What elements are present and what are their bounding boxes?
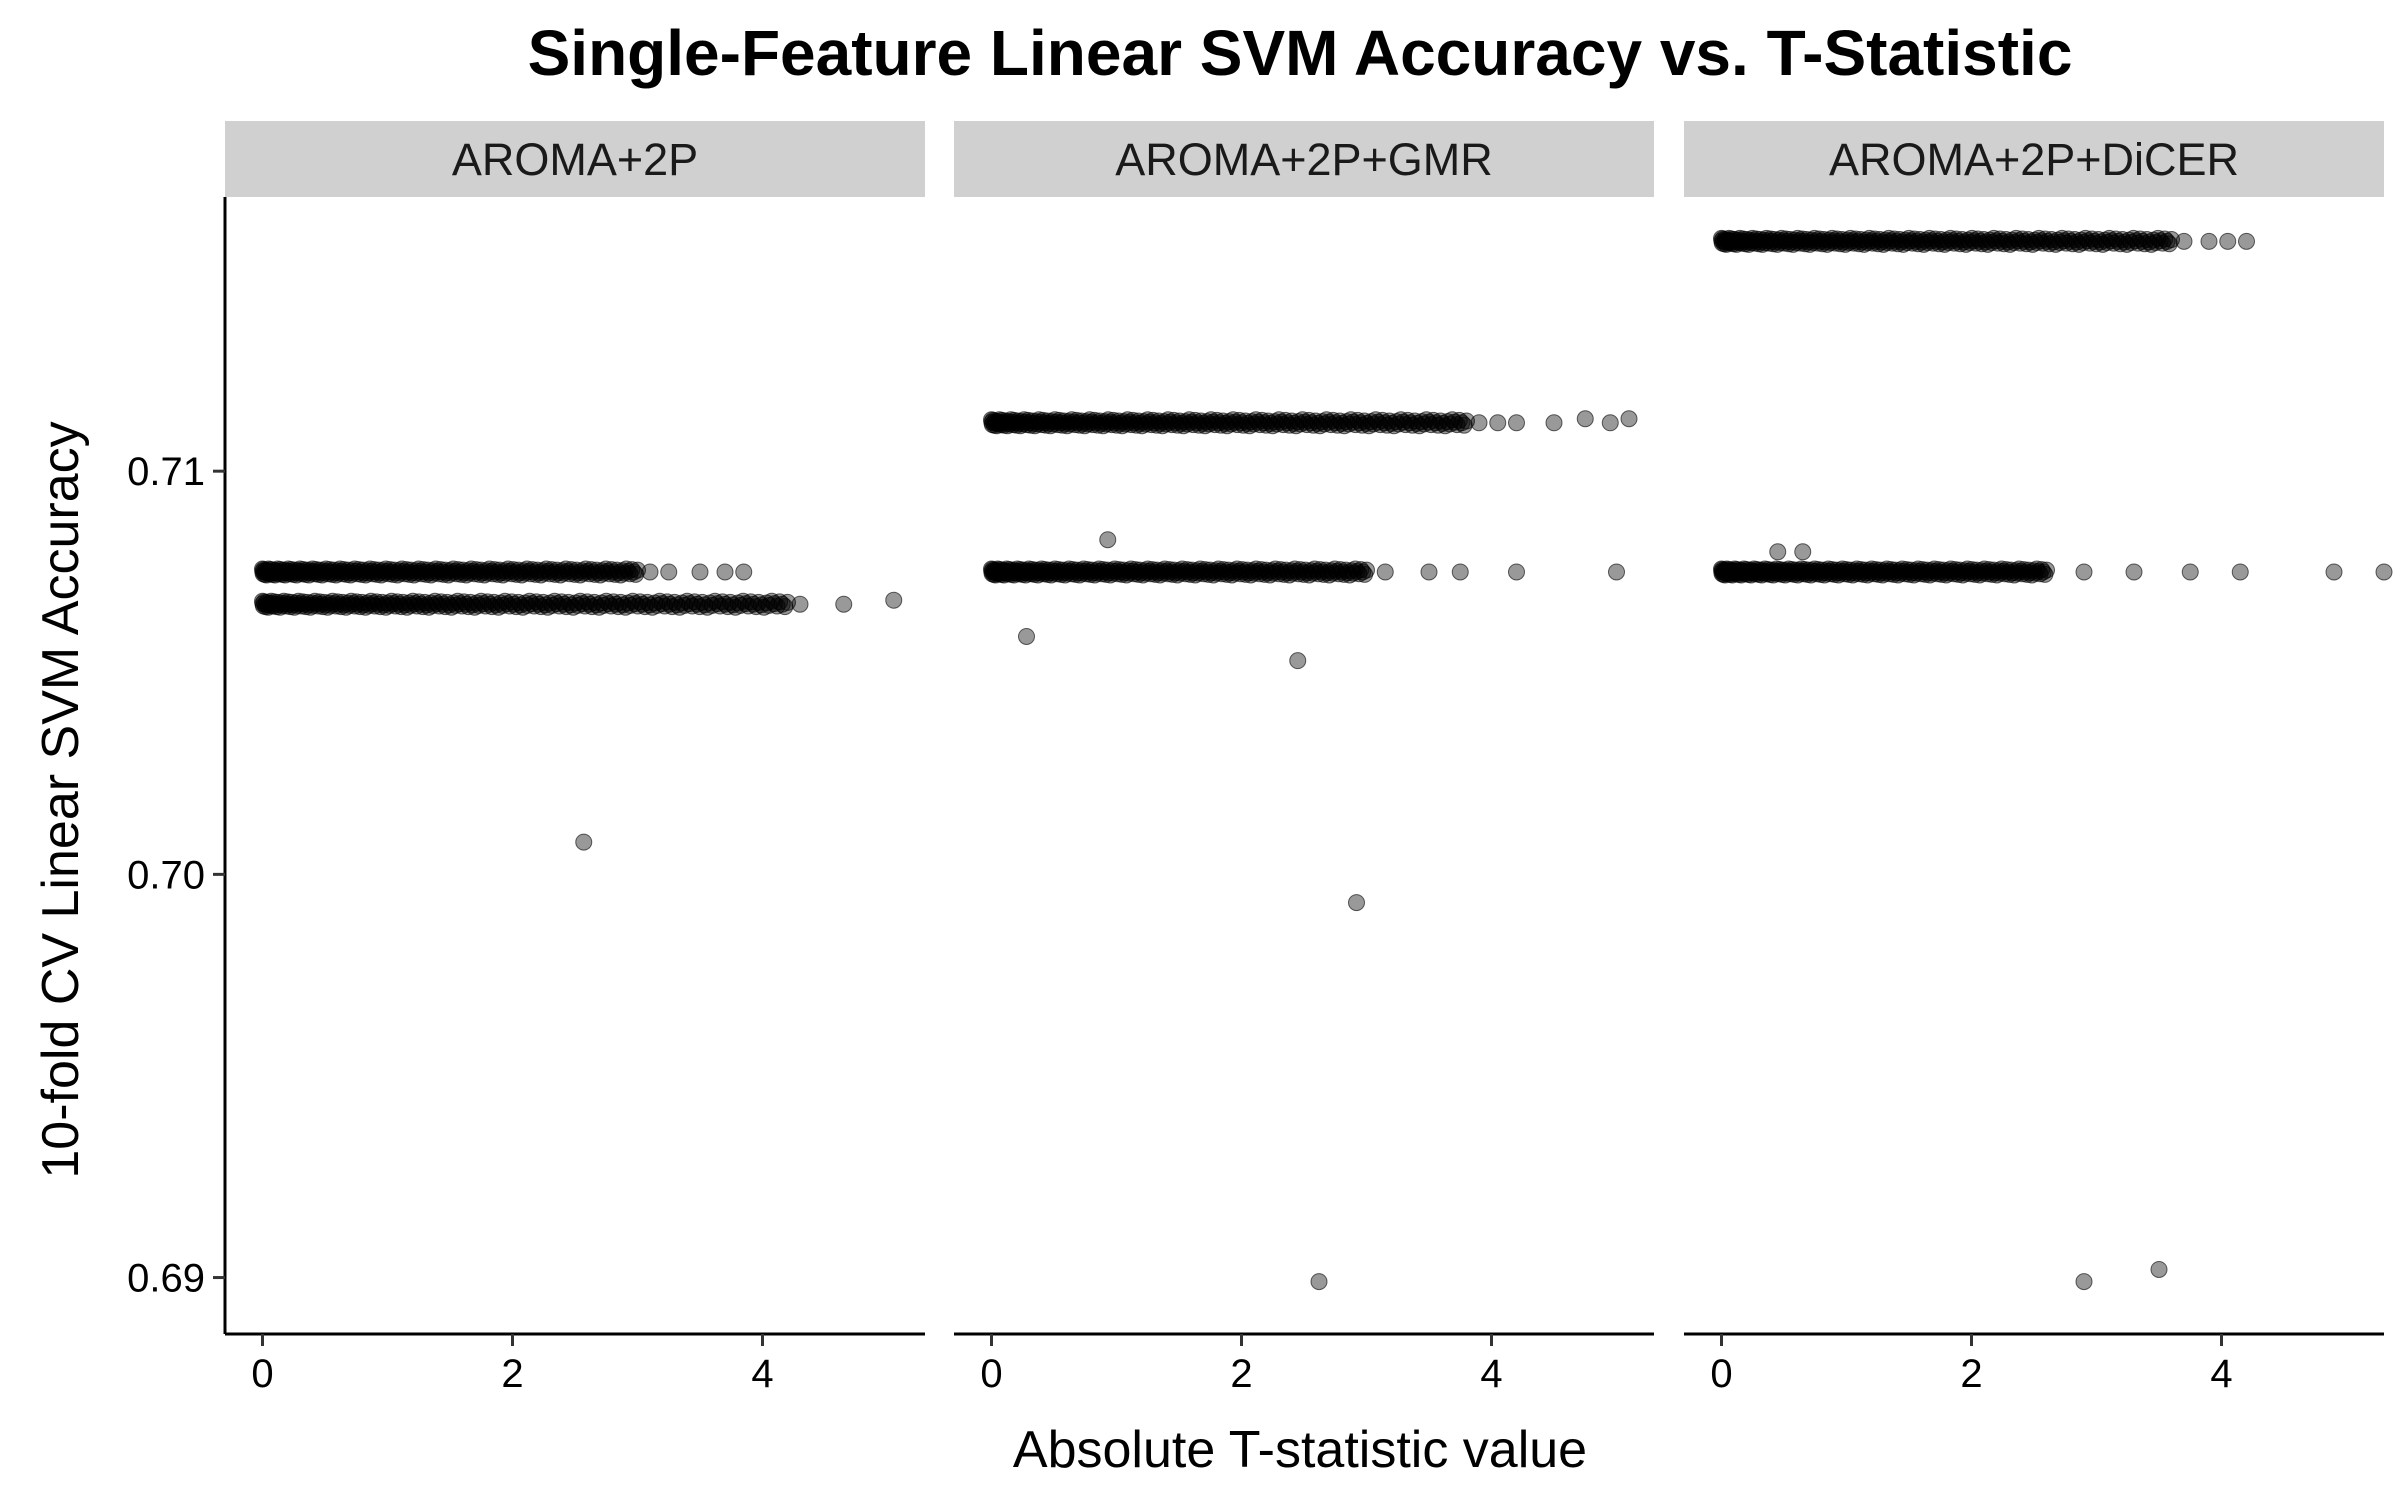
data-point (1508, 414, 1525, 432)
data-point (1489, 414, 1507, 432)
data-point (791, 595, 809, 613)
data-point (1451, 563, 1469, 581)
data-point (2149, 229, 2167, 247)
x-tick-label: 4 (2210, 1352, 2232, 1396)
data-point (779, 593, 796, 611)
data-point (2181, 563, 2199, 581)
data-point (1289, 652, 1307, 670)
data-point (575, 833, 593, 851)
data-point (641, 563, 659, 581)
data-point (2238, 232, 2255, 250)
data-point (2038, 561, 2055, 579)
x-tick-label: 2 (1960, 1352, 1982, 1396)
data-point (2219, 232, 2237, 250)
data-point (658, 593, 676, 611)
data-point (2125, 563, 2143, 581)
data-point (2075, 1273, 2093, 1291)
data-point (691, 563, 709, 581)
data-point (1348, 894, 1365, 912)
chart-title: Single-Feature Linear SVM Accuracy vs. T… (528, 17, 2073, 89)
data-point (2156, 230, 2174, 248)
data-point (2075, 563, 2093, 581)
x-axis-title: Absolute T-statistic value (1013, 1421, 1587, 1479)
data-point (1608, 563, 1625, 581)
facet-panel: AROMA+2P+DiCER 0 2 4 (1684, 121, 2393, 1396)
x-tick-label: 0 (251, 1352, 273, 1396)
data-point (885, 591, 903, 609)
facet-strip-label: AROMA+2P (452, 134, 698, 185)
data-point (1769, 543, 1787, 561)
y-axis-title: 10-fold CV Linear SVM Accuracy (32, 421, 90, 1178)
x-tick-label: 0 (980, 1352, 1002, 1396)
data-point (521, 592, 539, 610)
data-point (1508, 563, 1525, 581)
data-point (660, 563, 678, 581)
data-point (716, 563, 734, 581)
data-point (1458, 412, 1475, 430)
data-point (651, 592, 669, 610)
data-point (638, 593, 656, 611)
data-point (2375, 563, 2393, 581)
data-point (1358, 561, 1375, 579)
facet-strip (954, 121, 1654, 197)
facet-strip-label: AROMA+2P+GMR (1115, 134, 1493, 185)
facet-strip (225, 121, 925, 197)
facet-strip (1684, 121, 2384, 197)
data-point (2200, 232, 2218, 250)
data-point (835, 595, 853, 613)
y-tick-label: 0.70 (127, 853, 205, 897)
x-tick-label: 2 (1230, 1352, 1252, 1396)
data-point (1342, 411, 1360, 429)
data-point (2175, 232, 2193, 250)
y-tick-label: 0.71 (127, 450, 205, 494)
y-tick-label: 0.69 (127, 1257, 205, 1301)
data-point (2325, 563, 2343, 581)
data-point (2033, 561, 2051, 579)
data-point (735, 563, 753, 581)
data-point (1349, 411, 1367, 429)
data-point (1470, 414, 1488, 432)
data-point (2150, 1260, 2168, 1278)
data-point (1620, 410, 1638, 428)
data-point (1601, 414, 1619, 432)
data-point (1545, 414, 1563, 432)
data-point (1450, 411, 1468, 429)
facet-strip-label: AROMA+2P+DiCER (1829, 134, 2239, 185)
facet-panel: AROMA+2P+GMR 0 2 4 (954, 121, 1654, 1396)
data-point (629, 561, 646, 579)
x-tick-label: 4 (1480, 1352, 1502, 1396)
x-tick-label: 0 (1710, 1352, 1732, 1396)
data-point (1099, 531, 1117, 549)
data-point (612, 593, 630, 611)
data-point (1420, 563, 1438, 581)
data-point (1794, 543, 1812, 561)
x-tick-label: 4 (751, 1352, 773, 1396)
facet-panel: AROMA+2P 0 2 4 0.69 0.70 0.71 (127, 121, 925, 1396)
data-point (2163, 231, 2180, 249)
data-point (1018, 627, 1035, 645)
x-tick-label: 2 (501, 1352, 523, 1396)
data-point (1310, 1273, 1328, 1291)
data-point (1376, 563, 1394, 581)
data-point (1576, 410, 1594, 428)
data-point (2231, 563, 2249, 581)
